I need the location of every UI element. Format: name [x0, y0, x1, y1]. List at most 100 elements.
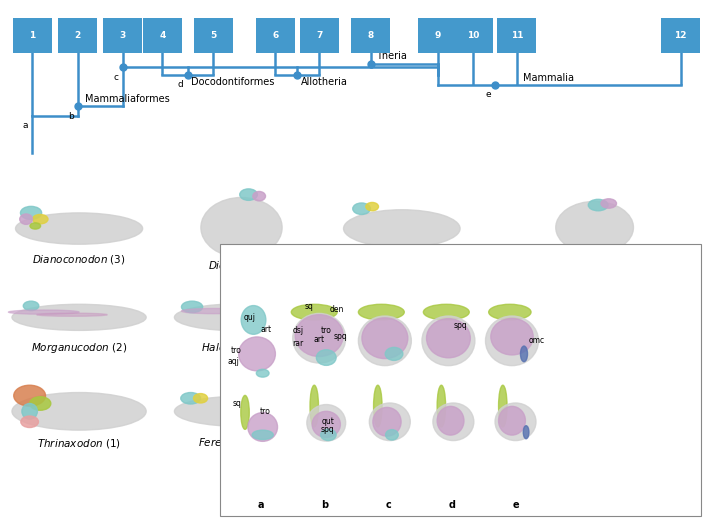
Ellipse shape	[316, 350, 336, 365]
Ellipse shape	[358, 316, 411, 365]
Ellipse shape	[239, 337, 275, 371]
Text: a: a	[258, 500, 264, 510]
FancyBboxPatch shape	[300, 17, 339, 53]
Text: Mammalia: Mammalia	[523, 73, 574, 83]
Ellipse shape	[540, 395, 554, 405]
Ellipse shape	[241, 395, 250, 429]
FancyBboxPatch shape	[143, 17, 182, 53]
Ellipse shape	[540, 401, 593, 406]
Text: aqj: aqj	[228, 357, 240, 366]
Ellipse shape	[21, 206, 42, 219]
Text: 11: 11	[510, 31, 523, 40]
Ellipse shape	[369, 403, 411, 440]
Text: d: d	[178, 80, 184, 89]
Ellipse shape	[312, 411, 340, 437]
Text: art: art	[261, 325, 272, 334]
Text: tro: tro	[260, 407, 271, 416]
Text: Allotheria: Allotheria	[301, 77, 347, 87]
Text: spq: spq	[454, 321, 467, 330]
Text: $\it{Sinobaatar}$ (7): $\it{Sinobaatar}$ (7)	[363, 349, 438, 362]
Text: sq: sq	[304, 302, 313, 311]
Ellipse shape	[295, 314, 343, 356]
Ellipse shape	[257, 369, 269, 377]
Ellipse shape	[520, 346, 527, 362]
Text: 8: 8	[368, 31, 374, 40]
Ellipse shape	[374, 385, 382, 427]
Text: $\it{Didelphis}$ (8): $\it{Didelphis}$ (8)	[208, 259, 275, 273]
FancyBboxPatch shape	[13, 17, 52, 53]
Ellipse shape	[588, 200, 608, 211]
Text: spq: spq	[333, 332, 347, 341]
Ellipse shape	[528, 394, 545, 406]
Ellipse shape	[498, 385, 507, 427]
Text: $\it{Thrinaxodon}$ (1): $\it{Thrinaxodon}$ (1)	[37, 437, 121, 450]
Ellipse shape	[517, 396, 658, 426]
Text: $\it{Morganucodon}$ (2): $\it{Morganucodon}$ (2)	[31, 341, 127, 355]
Text: $\it{Dianoconodon}$ (3): $\it{Dianoconodon}$ (3)	[32, 253, 126, 266]
Text: 6: 6	[272, 31, 279, 40]
Text: Docodontiformes: Docodontiformes	[191, 77, 275, 87]
Text: 3: 3	[120, 31, 126, 40]
Ellipse shape	[181, 393, 201, 404]
Ellipse shape	[346, 383, 367, 398]
Ellipse shape	[320, 429, 336, 440]
Ellipse shape	[437, 406, 464, 435]
Ellipse shape	[310, 385, 318, 427]
Ellipse shape	[307, 405, 346, 441]
FancyBboxPatch shape	[498, 17, 537, 53]
Ellipse shape	[504, 312, 589, 317]
Ellipse shape	[433, 403, 474, 440]
Ellipse shape	[385, 348, 403, 361]
Text: 4: 4	[160, 31, 166, 40]
Text: $\it{Liaoconodon}$ (11): $\it{Liaoconodon}$ (11)	[549, 436, 640, 449]
Text: den: den	[330, 305, 344, 314]
Ellipse shape	[519, 310, 657, 325]
Text: rar: rar	[292, 339, 303, 348]
Text: 10: 10	[467, 31, 479, 40]
Ellipse shape	[248, 413, 277, 442]
Text: e: e	[485, 90, 491, 99]
Ellipse shape	[291, 304, 337, 320]
Ellipse shape	[357, 385, 375, 396]
Ellipse shape	[601, 199, 617, 208]
Ellipse shape	[12, 304, 146, 330]
Ellipse shape	[366, 203, 379, 211]
Ellipse shape	[423, 304, 469, 320]
Ellipse shape	[527, 307, 542, 316]
Ellipse shape	[182, 309, 245, 313]
Text: $\it{Origolestes}$ (10): $\it{Origolestes}$ (10)	[552, 337, 637, 351]
Ellipse shape	[364, 302, 380, 312]
Text: tro: tro	[230, 346, 241, 355]
Ellipse shape	[174, 304, 308, 331]
Text: $\it{Feredocodon}$ (4): $\it{Feredocodon}$ (4)	[199, 436, 285, 449]
Text: quj: quj	[244, 313, 256, 322]
Text: 1: 1	[29, 31, 35, 40]
Text: art: art	[313, 335, 325, 344]
Text: c: c	[386, 500, 391, 510]
Ellipse shape	[358, 298, 450, 345]
Ellipse shape	[30, 223, 40, 229]
Ellipse shape	[437, 385, 445, 427]
Ellipse shape	[201, 197, 282, 258]
Text: sq: sq	[233, 399, 242, 408]
Ellipse shape	[344, 210, 460, 247]
Text: 7: 7	[316, 31, 323, 40]
Ellipse shape	[491, 318, 533, 355]
FancyBboxPatch shape	[104, 17, 143, 53]
Ellipse shape	[30, 397, 51, 411]
FancyBboxPatch shape	[454, 17, 493, 53]
FancyBboxPatch shape	[256, 17, 295, 53]
FancyBboxPatch shape	[661, 17, 700, 53]
Text: 9: 9	[435, 31, 441, 40]
Text: Mammaliaformes: Mammaliaformes	[84, 94, 169, 104]
Ellipse shape	[23, 301, 39, 311]
Text: e: e	[512, 500, 519, 510]
Ellipse shape	[486, 316, 538, 365]
Ellipse shape	[20, 214, 33, 224]
Text: 5: 5	[210, 31, 216, 40]
Ellipse shape	[13, 385, 45, 406]
Text: dsj: dsj	[292, 326, 303, 335]
Text: $\it{Haldonodon}$ (5): $\it{Haldonodon}$ (5)	[201, 341, 282, 354]
Ellipse shape	[293, 313, 346, 363]
Ellipse shape	[252, 430, 273, 439]
